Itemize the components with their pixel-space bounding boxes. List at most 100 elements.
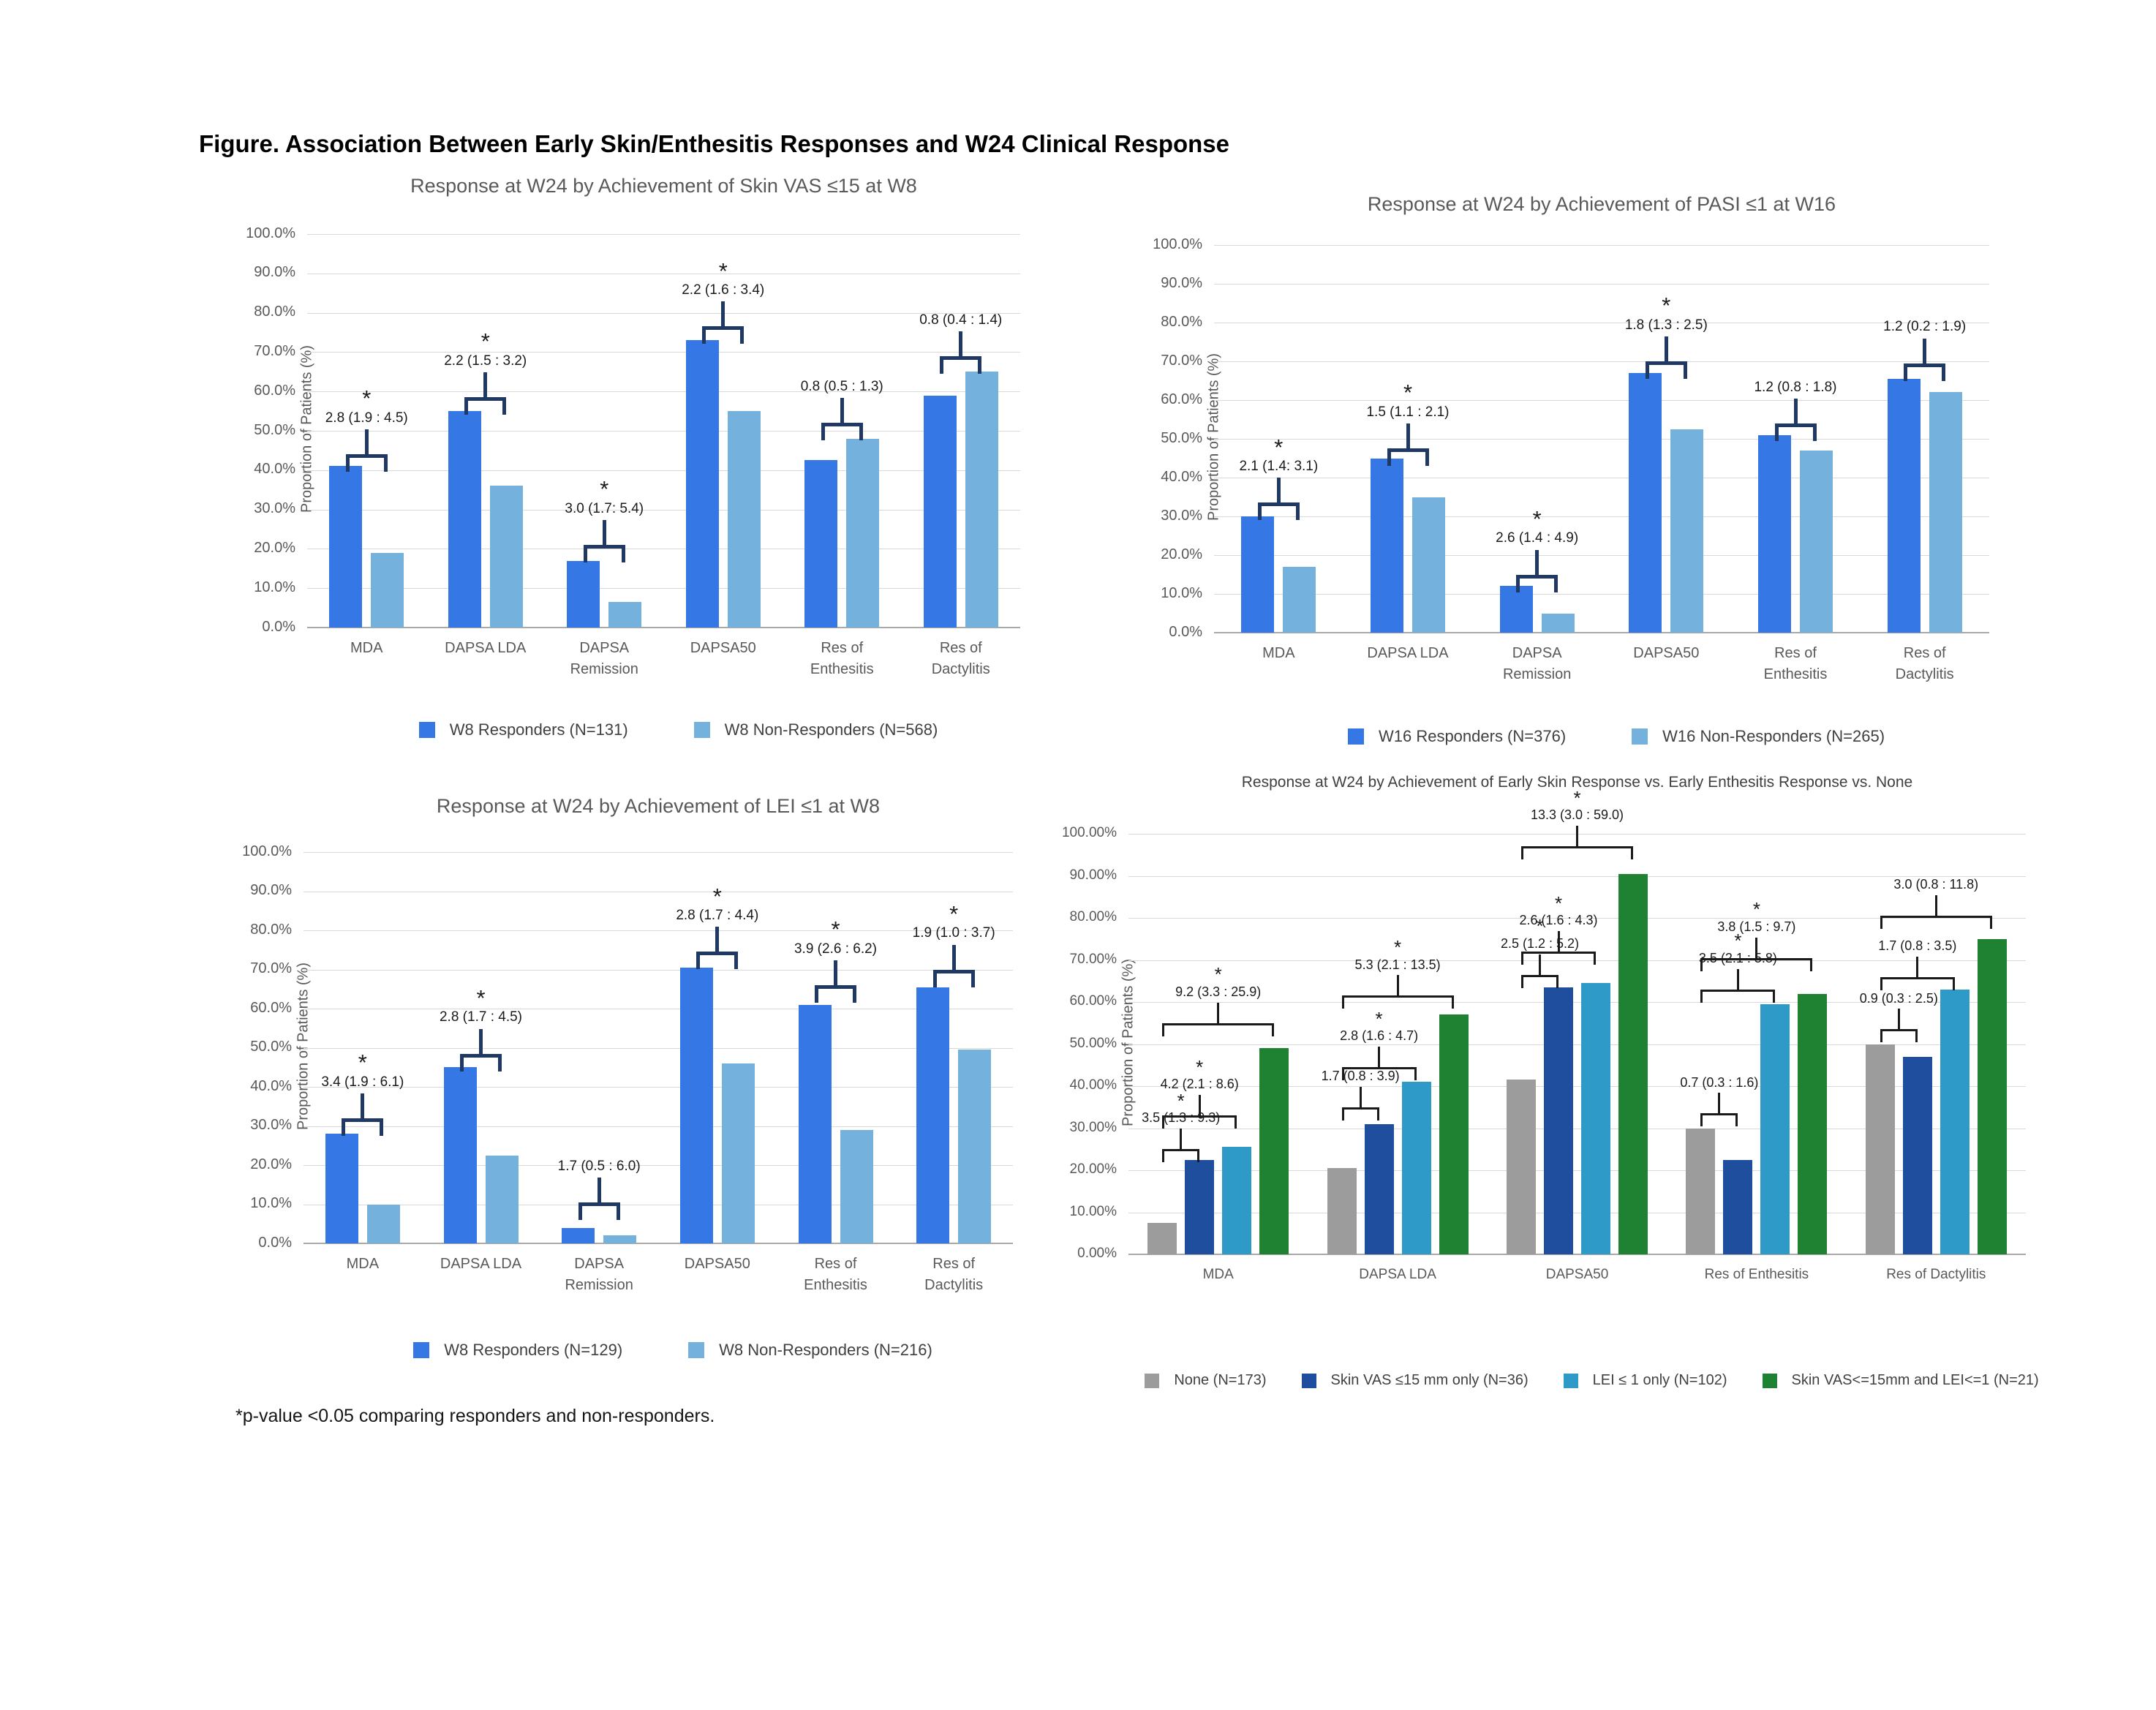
chart-pasi-w16: Response at W24 by Achievement of PASI ≤… <box>1097 192 2033 777</box>
legend-item: W16 Responders (N=376) <box>1347 727 1566 746</box>
legend-item: Skin VAS ≤15 mm only (N=36) <box>1301 1372 1529 1389</box>
gridline <box>1128 1170 2026 1171</box>
annotation-significance-star: * <box>1274 434 1284 460</box>
y-tick-label: 100.0% <box>246 225 295 241</box>
bar-w8-responders-(n=129) <box>443 1067 477 1243</box>
bar-w8-responders-(n=129) <box>325 1134 358 1243</box>
y-tick-label: 50.0% <box>1161 429 1202 446</box>
annotation-significance-star: * <box>1196 1055 1204 1078</box>
annotation-stem <box>1396 975 1399 996</box>
y-tick-label: 70.0% <box>254 343 295 359</box>
x-axis-line <box>1128 1254 2026 1255</box>
legend-item: LEI ≤ 1 only (N=102) <box>1563 1372 1727 1389</box>
annotation-stem <box>1897 1009 1900 1030</box>
chart-skin-vs-enthesitis-vs-none: Response at W24 by Achievement of Early … <box>1013 772 2095 1431</box>
y-tick-label: 10.00% <box>1069 1203 1117 1219</box>
y-tick-label: 0.0% <box>1169 623 1202 640</box>
annotation-label: 3.8 (1.5 : 9.7) <box>1717 919 1796 934</box>
annotation-bracket <box>1700 1113 1738 1127</box>
bar-w16-responders-(n=376) <box>1629 372 1662 633</box>
x-category-label: DAPSA50 <box>684 1256 750 1272</box>
annotation-bracket <box>815 984 856 1003</box>
annotation-bracket <box>1880 1029 1918 1043</box>
annotation-label: 13.3 (3.0 : 59.0) <box>1530 807 1624 823</box>
x-axis-line <box>304 1243 1013 1244</box>
gridline <box>304 1087 1013 1088</box>
annotation-significance-star: * <box>1752 898 1760 921</box>
annotation-bracket <box>1341 1067 1417 1081</box>
bar-none-(n=173) <box>1507 1080 1536 1254</box>
annotation-bracket <box>1341 995 1454 1009</box>
y-tick-label: 100.0% <box>1153 236 1202 252</box>
legend: W8 Responders (N=131) W8 Non-Responders (… <box>263 720 1093 739</box>
y-tick-label: 40.00% <box>1069 1077 1117 1093</box>
annotation-significance-star: * <box>1375 1007 1383 1030</box>
bar-skin-vas-≤15-mm-only-(n=36) <box>1364 1123 1394 1254</box>
annotation-label: 2.6 (1.4 : 4.9) <box>1496 530 1579 546</box>
annotation-significance-star: * <box>1573 786 1581 809</box>
bar-none-(n=173) <box>1686 1128 1716 1254</box>
annotation-bracket <box>1521 846 1633 860</box>
x-category-label: DAPSA LDA <box>1359 1267 1436 1282</box>
x-category-label: Res of Enthesitis <box>804 1256 867 1293</box>
bar-w8-responders-(n=131) <box>329 466 363 628</box>
y-tick-label: 60.00% <box>1069 993 1117 1009</box>
legend-item: W8 Non-Responders (N=568) <box>693 720 938 739</box>
x-category-label: Res of Dactylitis <box>924 1256 984 1293</box>
annotation-bracket <box>1645 361 1687 379</box>
annotation-stem <box>1793 398 1798 423</box>
plot-area: 3.5 (1.3 : 9.3) * 4.2 (2.1 : 8.6) * 9.2 (3.3… <box>1128 788 2026 1255</box>
x-category-label: DAPSA Remission <box>1502 645 1572 682</box>
annotation-bracket <box>1162 1115 1237 1129</box>
bar-w8-non-responders-(n=216) <box>840 1129 873 1243</box>
gridline <box>1214 284 1989 285</box>
annotation-label: 1.2 (0.8 : 1.8) <box>1754 379 1837 395</box>
chart-lei-w8: Response at W24 by Achievement of LEI ≤1… <box>170 794 1084 1401</box>
annotation-significance-star: * <box>1177 1089 1185 1112</box>
figure-title: Figure. Association Between Early Skin/E… <box>199 130 1230 157</box>
annotation-stem <box>1539 954 1541 975</box>
annotation-significance-star: * <box>1734 930 1742 952</box>
annotation-stem <box>1359 1086 1362 1107</box>
legend-swatch <box>688 1342 705 1358</box>
x-category-label: DAPSA LDA <box>1367 645 1449 661</box>
bar-skin-vas-≤15-mm-only-(n=36) <box>1544 987 1573 1254</box>
annotation-bracket <box>1257 502 1300 521</box>
annotation-bracket <box>578 1202 620 1220</box>
gridline <box>1214 594 1989 595</box>
legend-swatch <box>1632 728 1648 745</box>
annotation-significance-star: * <box>718 257 728 284</box>
bar-w16-responders-(n=376) <box>1241 516 1275 633</box>
annotation-label: 1.5 (1.1 : 2.1) <box>1366 404 1450 421</box>
annotation-stem <box>1217 1002 1220 1023</box>
chart-title: Response at W24 by Achievement of Skin V… <box>410 175 917 197</box>
bar-none-(n=173) <box>1327 1168 1357 1254</box>
bar-w16-non-responders-(n=265) <box>1929 392 1962 633</box>
y-tick-label: 20.00% <box>1069 1161 1117 1178</box>
annotation-significance-star: * <box>480 328 490 355</box>
bar-lei-≤-1-only-(n=102) <box>1222 1147 1252 1254</box>
annotation-label: 1.7 (0.8 : 3.5) <box>1878 938 1957 953</box>
annotation-stem <box>1923 338 1927 364</box>
annotation-stem <box>1198 1095 1201 1116</box>
annotation-label: 3.0 (1.7: 5.4) <box>565 500 644 516</box>
annotation-stem <box>721 301 725 327</box>
y-tick-label: 10.0% <box>1161 584 1202 601</box>
bar-w8-non-responders-(n=568) <box>727 411 761 628</box>
legend-label: Skin VAS ≤15 mm only (N=36) <box>1330 1372 1529 1388</box>
y-tick-label: 70.00% <box>1069 951 1117 967</box>
bar-w16-responders-(n=376) <box>1758 434 1791 633</box>
annotation-bracket <box>342 1118 384 1136</box>
bar-w8-non-responders-(n=568) <box>846 438 880 628</box>
legend-swatch <box>1762 1373 1777 1388</box>
annotation-bracket <box>583 545 625 563</box>
bar-lei-≤-1-only-(n=102) <box>1401 1082 1431 1254</box>
annotation-bracket <box>1904 363 1946 381</box>
annotation-label: 2.8 (1.7 : 4.5) <box>439 1009 523 1025</box>
gridline <box>307 234 1020 235</box>
legend-swatch <box>1563 1373 1578 1388</box>
gridline <box>1128 960 2026 961</box>
bar-w8-non-responders-(n=216) <box>485 1155 519 1243</box>
annotation-stem <box>951 944 956 970</box>
annotation-stem <box>959 331 963 356</box>
